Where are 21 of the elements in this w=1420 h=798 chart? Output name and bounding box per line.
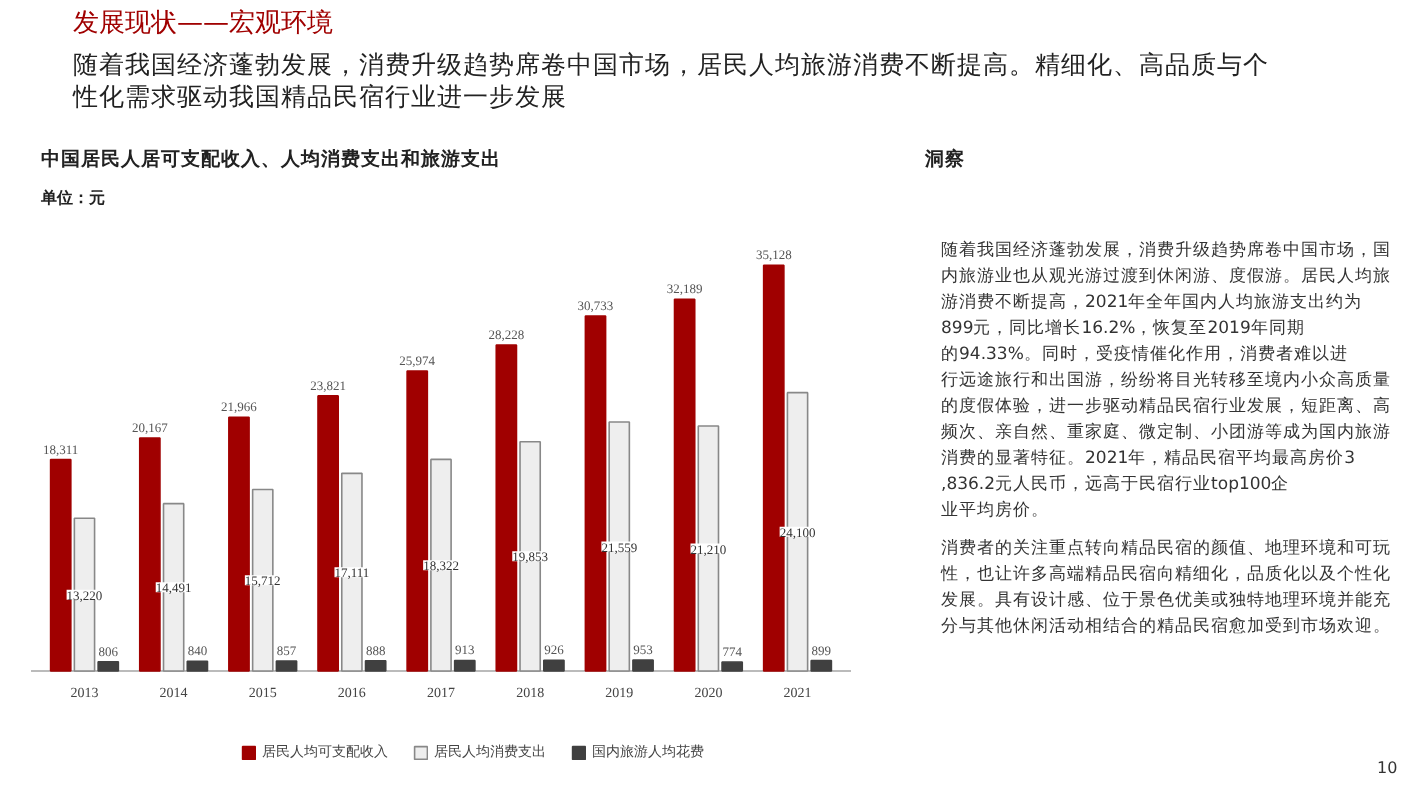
bar (810, 659, 833, 672)
chart-title: 中国居民人居可支配收入、人均消费支出和旅游支出 (41, 147, 501, 171)
text: 10 (1377, 759, 1398, 777)
bar (97, 660, 120, 672)
bar (543, 659, 565, 672)
bar (364, 659, 387, 672)
bar (49, 458, 72, 672)
text: 随着我国经济蓬勃发展，消费升级趋势席卷中国市场，居民人均旅游消费不断提高。精细化、高品质与个性化需求驱动我国精品民宿行业进一步发展 (71, 49, 1269, 111)
bar (453, 659, 476, 672)
chart-subtitle: 单位：元 (39, 189, 105, 207)
bar (138, 437, 161, 672)
bar (317, 395, 339, 672)
text: 随着我国经济蓬勃发展，消费升级趋势席卷中国市场，国内旅游业也从观光游过渡到休闲游、度假游。居民人均旅游消费不断提高，2021年全年国内人均旅游支出约为899元，同比增长16.2%，恢复至2019年同期的94.33%。同时，受疫情催化作用，消费者难以进行远途旅行和出国游，纷纷将目光转移至境内小众高质量的度假体验，进一步驱动精品民宿行业发展，短距离、高频次、亲自然、重家庭、微定制、小团游等成为国内旅游消费的显著特征。2021年，精品民宿平均最高房价3,836.2元人民币，远高于民宿行业top100企业平均房价。 (941, 241, 1391, 521)
bar (632, 659, 654, 672)
bar (721, 661, 744, 672)
bar (275, 660, 298, 672)
text: 消费者的关注重点转向精品民宿的颜值、地理环境和可玩性，也让许多高端精品民宿向精细化，品质化以及个性化发展。具有设计感、位于景色优美或独特地理环境并能充分与其他休闲活动相结合的精品民宿愈加受到市场欢迎。 (939, 537, 1391, 637)
text: 发展现状——宏观环境 (73, 7, 333, 39)
text: 洞察 (923, 147, 965, 171)
bar (186, 660, 209, 672)
bar (228, 416, 250, 672)
